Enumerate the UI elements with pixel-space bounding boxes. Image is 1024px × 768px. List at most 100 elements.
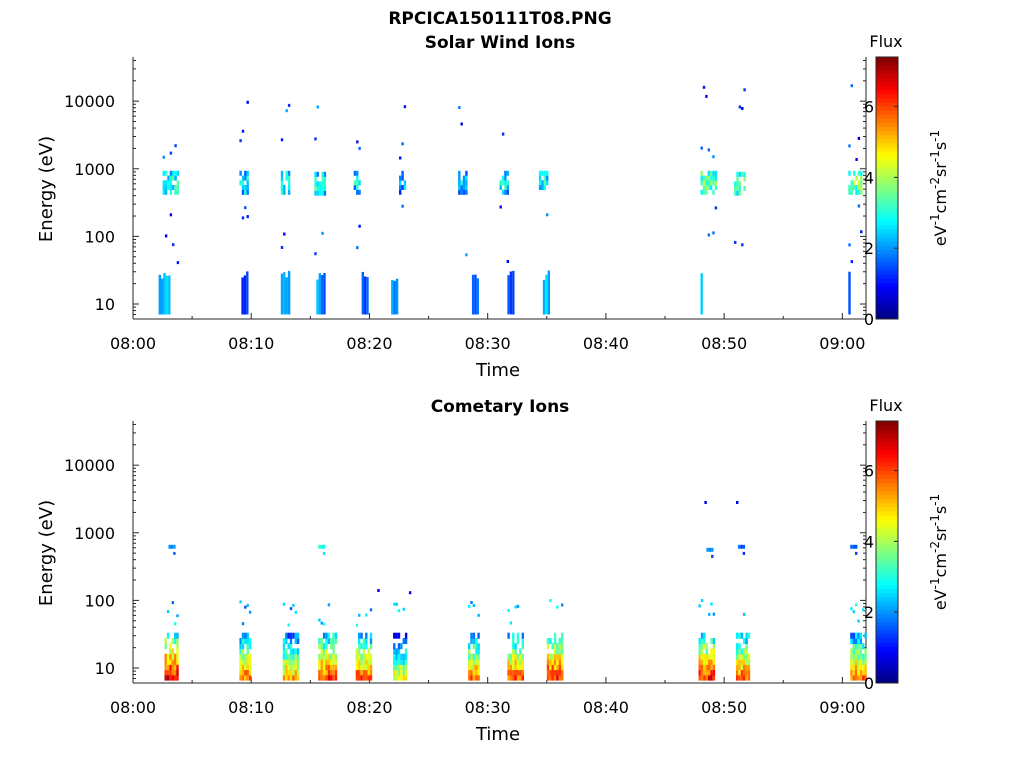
high-energy-cell	[706, 547, 709, 552]
scatter-cell	[176, 261, 180, 265]
ion-flux-cell	[712, 664, 716, 671]
ion-flux-cell	[239, 648, 242, 655]
ion-flux-cell	[355, 664, 359, 671]
ion-flux-cell	[745, 669, 748, 676]
ion-flux-cell	[367, 648, 370, 655]
ion-flux-cell	[325, 643, 328, 650]
ion-flux-cell	[289, 664, 293, 671]
ion-flux-cell	[855, 653, 858, 660]
panel-title: Solar Wind Ions	[425, 33, 576, 53]
ion-flux-cell	[747, 658, 751, 665]
ion-flux-cell	[516, 658, 520, 665]
ion-flux-cell	[546, 638, 550, 644]
scatter-cell	[514, 605, 517, 609]
ion-flux-cell	[358, 674, 361, 681]
ion-flux-cell	[477, 658, 480, 665]
ion-flux-cell	[321, 186, 324, 191]
ion-flux-cell	[468, 653, 471, 660]
ion-flux-cell	[736, 186, 739, 191]
scatter-cell	[244, 206, 247, 210]
ion-flux-cell	[738, 653, 741, 660]
ion-flux-cell	[176, 180, 180, 186]
ion-flux-cell	[472, 638, 476, 644]
ion-flux-cell	[246, 170, 249, 176]
ion-flux-cell	[553, 648, 557, 655]
ion-flux-cell	[859, 638, 863, 644]
ion-flux-cell	[323, 176, 327, 182]
ion-flux-cell	[546, 180, 549, 186]
colorbar-segment	[876, 445, 898, 451]
ion-flux-cell	[475, 664, 478, 671]
low-energy-cell	[283, 272, 286, 315]
ion-flux-cell	[862, 653, 865, 660]
ion-flux-cell	[323, 186, 327, 191]
scatter-cell	[704, 501, 707, 504]
colorbar-segment	[876, 552, 898, 557]
ion-flux-cell	[244, 170, 247, 176]
ion-flux-cell	[468, 664, 471, 671]
ion-flux-cell	[512, 664, 515, 671]
high-energy-cell	[708, 547, 712, 552]
low-energy-cell	[474, 274, 477, 315]
ion-flux-cell	[334, 669, 338, 676]
scatter-cell	[289, 607, 293, 611]
ion-flux-cell	[246, 185, 249, 190]
ion-flux-cell	[330, 664, 333, 671]
ion-flux-cell	[395, 669, 398, 676]
colorbar-segment	[876, 298, 898, 304]
ion-flux-cell	[512, 638, 515, 644]
ion-flux-cell	[367, 658, 370, 665]
scatter-cell	[246, 100, 249, 104]
ion-flux-cell	[470, 674, 473, 681]
scatter-cell	[736, 501, 739, 504]
ion-flux-cell	[287, 180, 291, 186]
colorbar-segment	[876, 474, 898, 479]
low-energy-cell	[285, 277, 288, 315]
x-tick-label: 08:30	[465, 334, 511, 353]
ion-flux-cell	[330, 638, 333, 644]
ion-flux-cell	[857, 180, 861, 186]
ion-flux-cell	[470, 632, 473, 639]
ion-flux-cell	[514, 669, 517, 676]
colorbar-segment	[876, 621, 898, 627]
ion-flux-cell	[700, 189, 703, 195]
ion-flux-cell	[852, 664, 855, 671]
ion-flux-cell	[551, 643, 554, 650]
y-tick-label: 1000	[74, 524, 115, 543]
colorbar-frame	[875, 56, 899, 320]
ion-flux-cell	[282, 658, 286, 665]
ion-flux-cell	[698, 638, 701, 644]
colorbar-segment	[876, 138, 898, 144]
ion-flux-cell	[514, 674, 517, 681]
ion-flux-cell	[292, 658, 295, 665]
ion-flux-cell	[167, 185, 170, 190]
ion-flux-cell	[700, 632, 704, 639]
ion-flux-cell	[710, 669, 713, 676]
low-energy-cell	[542, 279, 546, 315]
ion-flux-cell	[703, 643, 706, 650]
ion-flux-cell	[507, 653, 510, 660]
ion-flux-cell	[738, 190, 742, 196]
ion-flux-cell	[355, 648, 359, 655]
ion-flux-cell	[369, 658, 373, 665]
ion-flux-cell	[395, 658, 398, 665]
ion-flux-cell	[507, 669, 510, 676]
colorbar-segment	[876, 278, 898, 283]
ion-flux-cell	[365, 638, 368, 644]
scatter-cell	[283, 232, 286, 236]
colorbar-segment	[876, 216, 898, 222]
colorbar-segment	[876, 163, 898, 169]
ion-flux-cell	[506, 185, 509, 190]
ion-flux-cell	[294, 648, 297, 655]
high-energy-cell	[855, 551, 858, 555]
ion-flux-cell	[320, 674, 323, 681]
ion-flux-cell	[169, 653, 172, 660]
ion-flux-cell	[397, 674, 401, 681]
ion-flux-cell	[318, 664, 321, 671]
ion-flux-cell	[558, 643, 561, 650]
ion-flux-cell	[319, 181, 322, 187]
high-energy-cell	[322, 544, 326, 549]
scatter-cell	[860, 230, 863, 234]
ion-flux-cell	[393, 664, 396, 671]
ion-flux-cell	[740, 653, 744, 660]
